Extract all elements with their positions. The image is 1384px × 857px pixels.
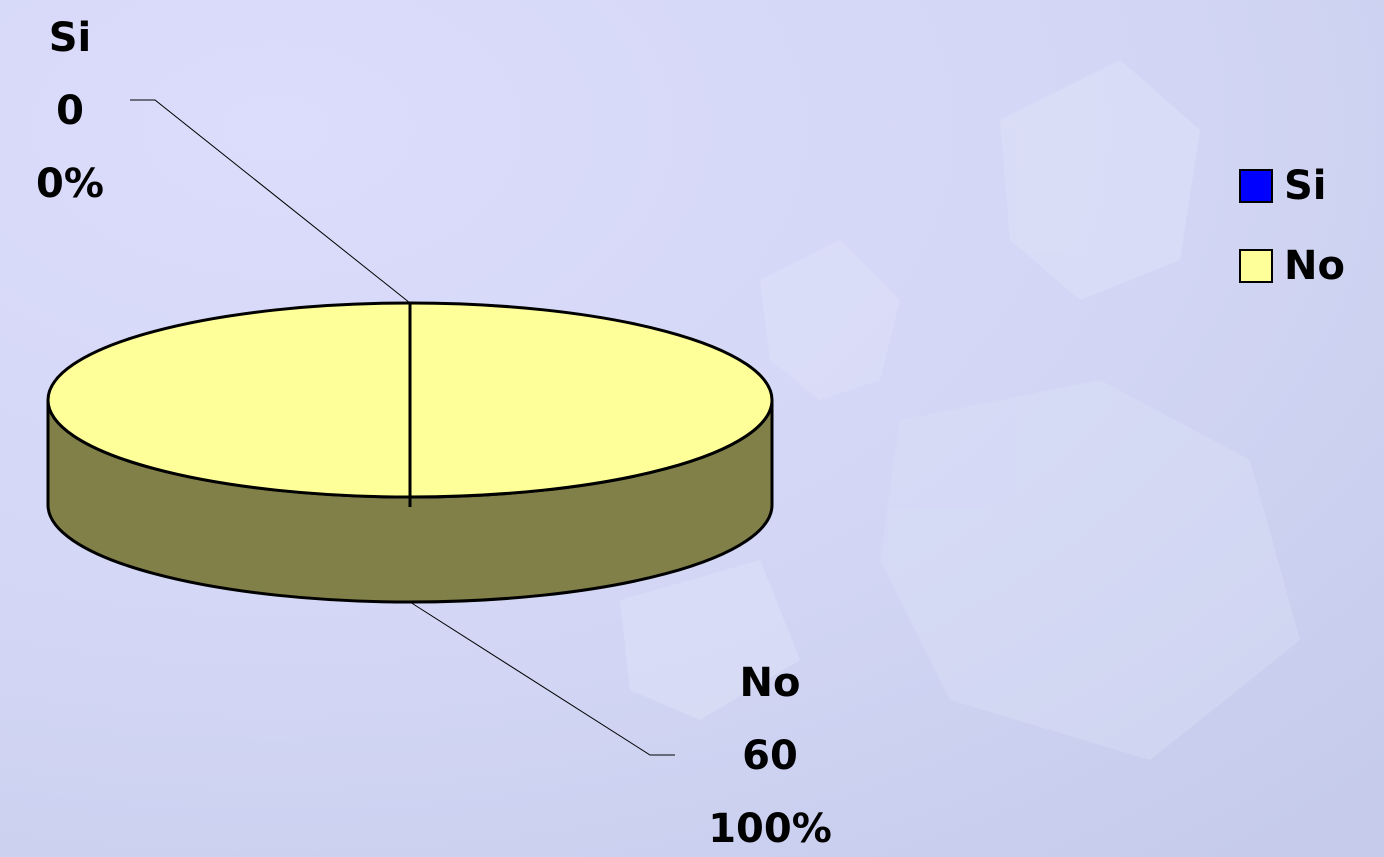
background-map <box>620 60 1300 760</box>
data-label-value: 60 <box>742 733 798 779</box>
leader-line <box>409 601 675 756</box>
data-label-name: Si <box>49 15 92 61</box>
leader-line <box>130 99 411 304</box>
legend-label: Si <box>1284 163 1327 209</box>
data-label-value: 0 <box>56 88 84 134</box>
data-label-name: No <box>740 660 801 706</box>
data-label-percent: 100% <box>708 806 832 852</box>
legend-label: No <box>1284 243 1345 289</box>
data-label-percent: 0% <box>36 161 104 207</box>
legend-swatch <box>1239 169 1273 203</box>
legend-swatch <box>1239 249 1273 283</box>
